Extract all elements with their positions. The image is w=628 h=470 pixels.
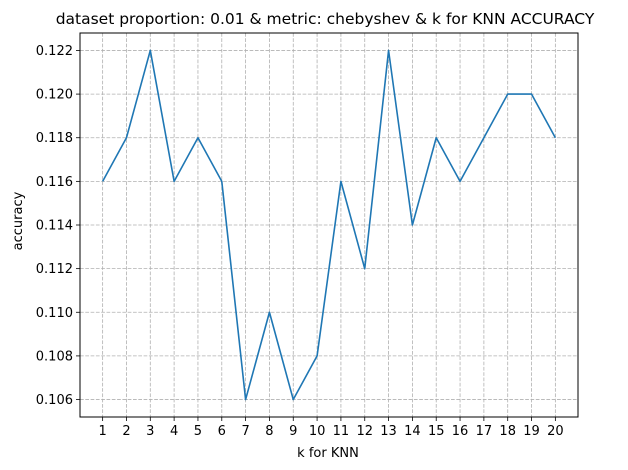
y-tick-label: 0.106 <box>36 393 73 408</box>
x-tick-label: 1 <box>98 424 106 439</box>
x-tick-label: 6 <box>218 424 226 439</box>
x-tick-label: 3 <box>146 424 154 439</box>
x-tick-label: 9 <box>289 424 297 439</box>
y-tick-label: 0.116 <box>36 175 73 190</box>
x-tick-label: 4 <box>170 424 178 439</box>
y-axis-ticks: 0.106 0.108 0.110 0.112 0.114 0.116 0.118 0.120… <box>36 44 80 408</box>
y-tick-label: 0.120 <box>36 88 73 103</box>
x-tick-label: 20 <box>547 424 564 439</box>
y-tick-label: 0.118 <box>36 131 73 146</box>
x-tick-label: 8 <box>265 424 273 439</box>
x-axis-label: k for KNN <box>297 446 359 461</box>
y-tick-label: 0.112 <box>36 262 73 277</box>
x-tick-label: 11 <box>333 424 350 439</box>
x-tick-label: 16 <box>452 424 469 439</box>
series-line-layer <box>101 49 557 401</box>
x-tick-label: 18 <box>499 424 516 439</box>
x-axis-ticks: 1 2 3 4 5 6 7 8 9 10 11 12 13 14 15 16 17 18 19 20 <box>98 417 564 439</box>
y-tick-label: 0.122 <box>36 44 73 59</box>
x-tick-label: 19 <box>523 424 540 439</box>
series-line <box>101 49 557 401</box>
x-tick-label: 12 <box>356 424 373 439</box>
y-axis-label: accuracy <box>11 191 26 250</box>
x-tick-label: 15 <box>428 424 445 439</box>
grid-lines <box>80 33 578 417</box>
x-tick-label: 17 <box>476 424 493 439</box>
x-tick-label: 10 <box>309 424 326 439</box>
y-tick-label: 0.114 <box>36 219 73 234</box>
y-tick-label: 0.110 <box>36 306 73 321</box>
chart-title: dataset proportion: 0.01 & metric: cheby… <box>56 10 595 28</box>
x-tick-label: 13 <box>380 424 397 439</box>
x-tick-label: 5 <box>194 424 202 439</box>
x-tick-label: 14 <box>404 424 421 439</box>
x-tick-label: 7 <box>241 424 249 439</box>
x-tick-label: 2 <box>122 424 130 439</box>
y-tick-label: 0.108 <box>36 349 73 364</box>
